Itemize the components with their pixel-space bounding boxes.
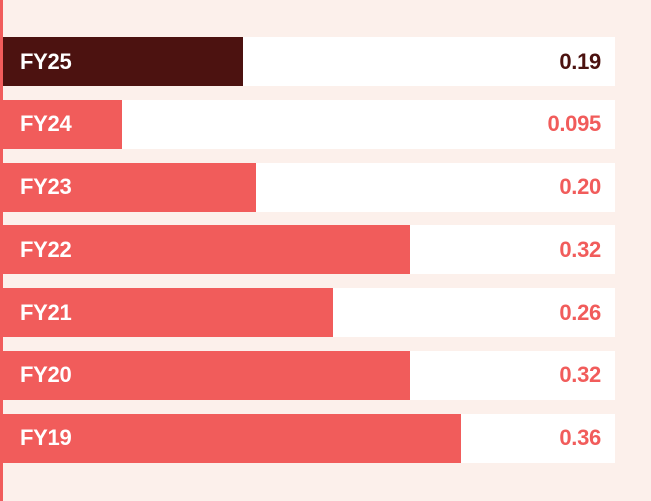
bar-row-fy19: FY19 0.36: [0, 413, 651, 463]
bar-row-fy25: FY25 0.19: [0, 37, 651, 86]
bar-row-fy22: FY22 0.32: [0, 225, 651, 275]
bar-label: FY22: [20, 236, 72, 262]
bar-label: FY21: [20, 299, 72, 325]
bar-fy22: FY22: [0, 225, 410, 275]
bar-label: FY20: [20, 362, 72, 388]
bar-fy19: FY19: [0, 413, 461, 463]
value-label: 0.26: [559, 299, 601, 325]
bar-fy25: FY25: [0, 37, 244, 86]
bar-label: FY24: [20, 111, 72, 137]
bar-label: FY25: [20, 48, 72, 74]
bar-row-fy24: FY24 0.095: [0, 99, 651, 149]
value-label: 0.32: [559, 236, 601, 262]
bar-fy20: FY20: [0, 350, 410, 400]
accent-stripe: [0, 0, 3, 501]
bar-row-fy21: FY21 0.26: [0, 288, 651, 338]
bar-rows: FY25 0.19 FY24 0.095 FY23 0.20 FY22 0.32: [0, 37, 651, 463]
bar-label: FY19: [20, 425, 72, 451]
bar-label: FY23: [20, 174, 72, 200]
value-label: 0.36: [559, 425, 601, 451]
value-label: 0.20: [559, 174, 601, 200]
value-label: 0.32: [559, 362, 601, 388]
value-label: 0.095: [547, 111, 601, 137]
bar-fy21: FY21: [0, 288, 333, 338]
bar-row-fy20: FY20 0.32: [0, 350, 651, 400]
value-label: 0.19: [559, 48, 601, 74]
bar-fy24: FY24: [0, 99, 122, 149]
bar-row-fy23: FY23 0.20: [0, 162, 651, 212]
bar-fy23: FY23: [0, 162, 256, 212]
